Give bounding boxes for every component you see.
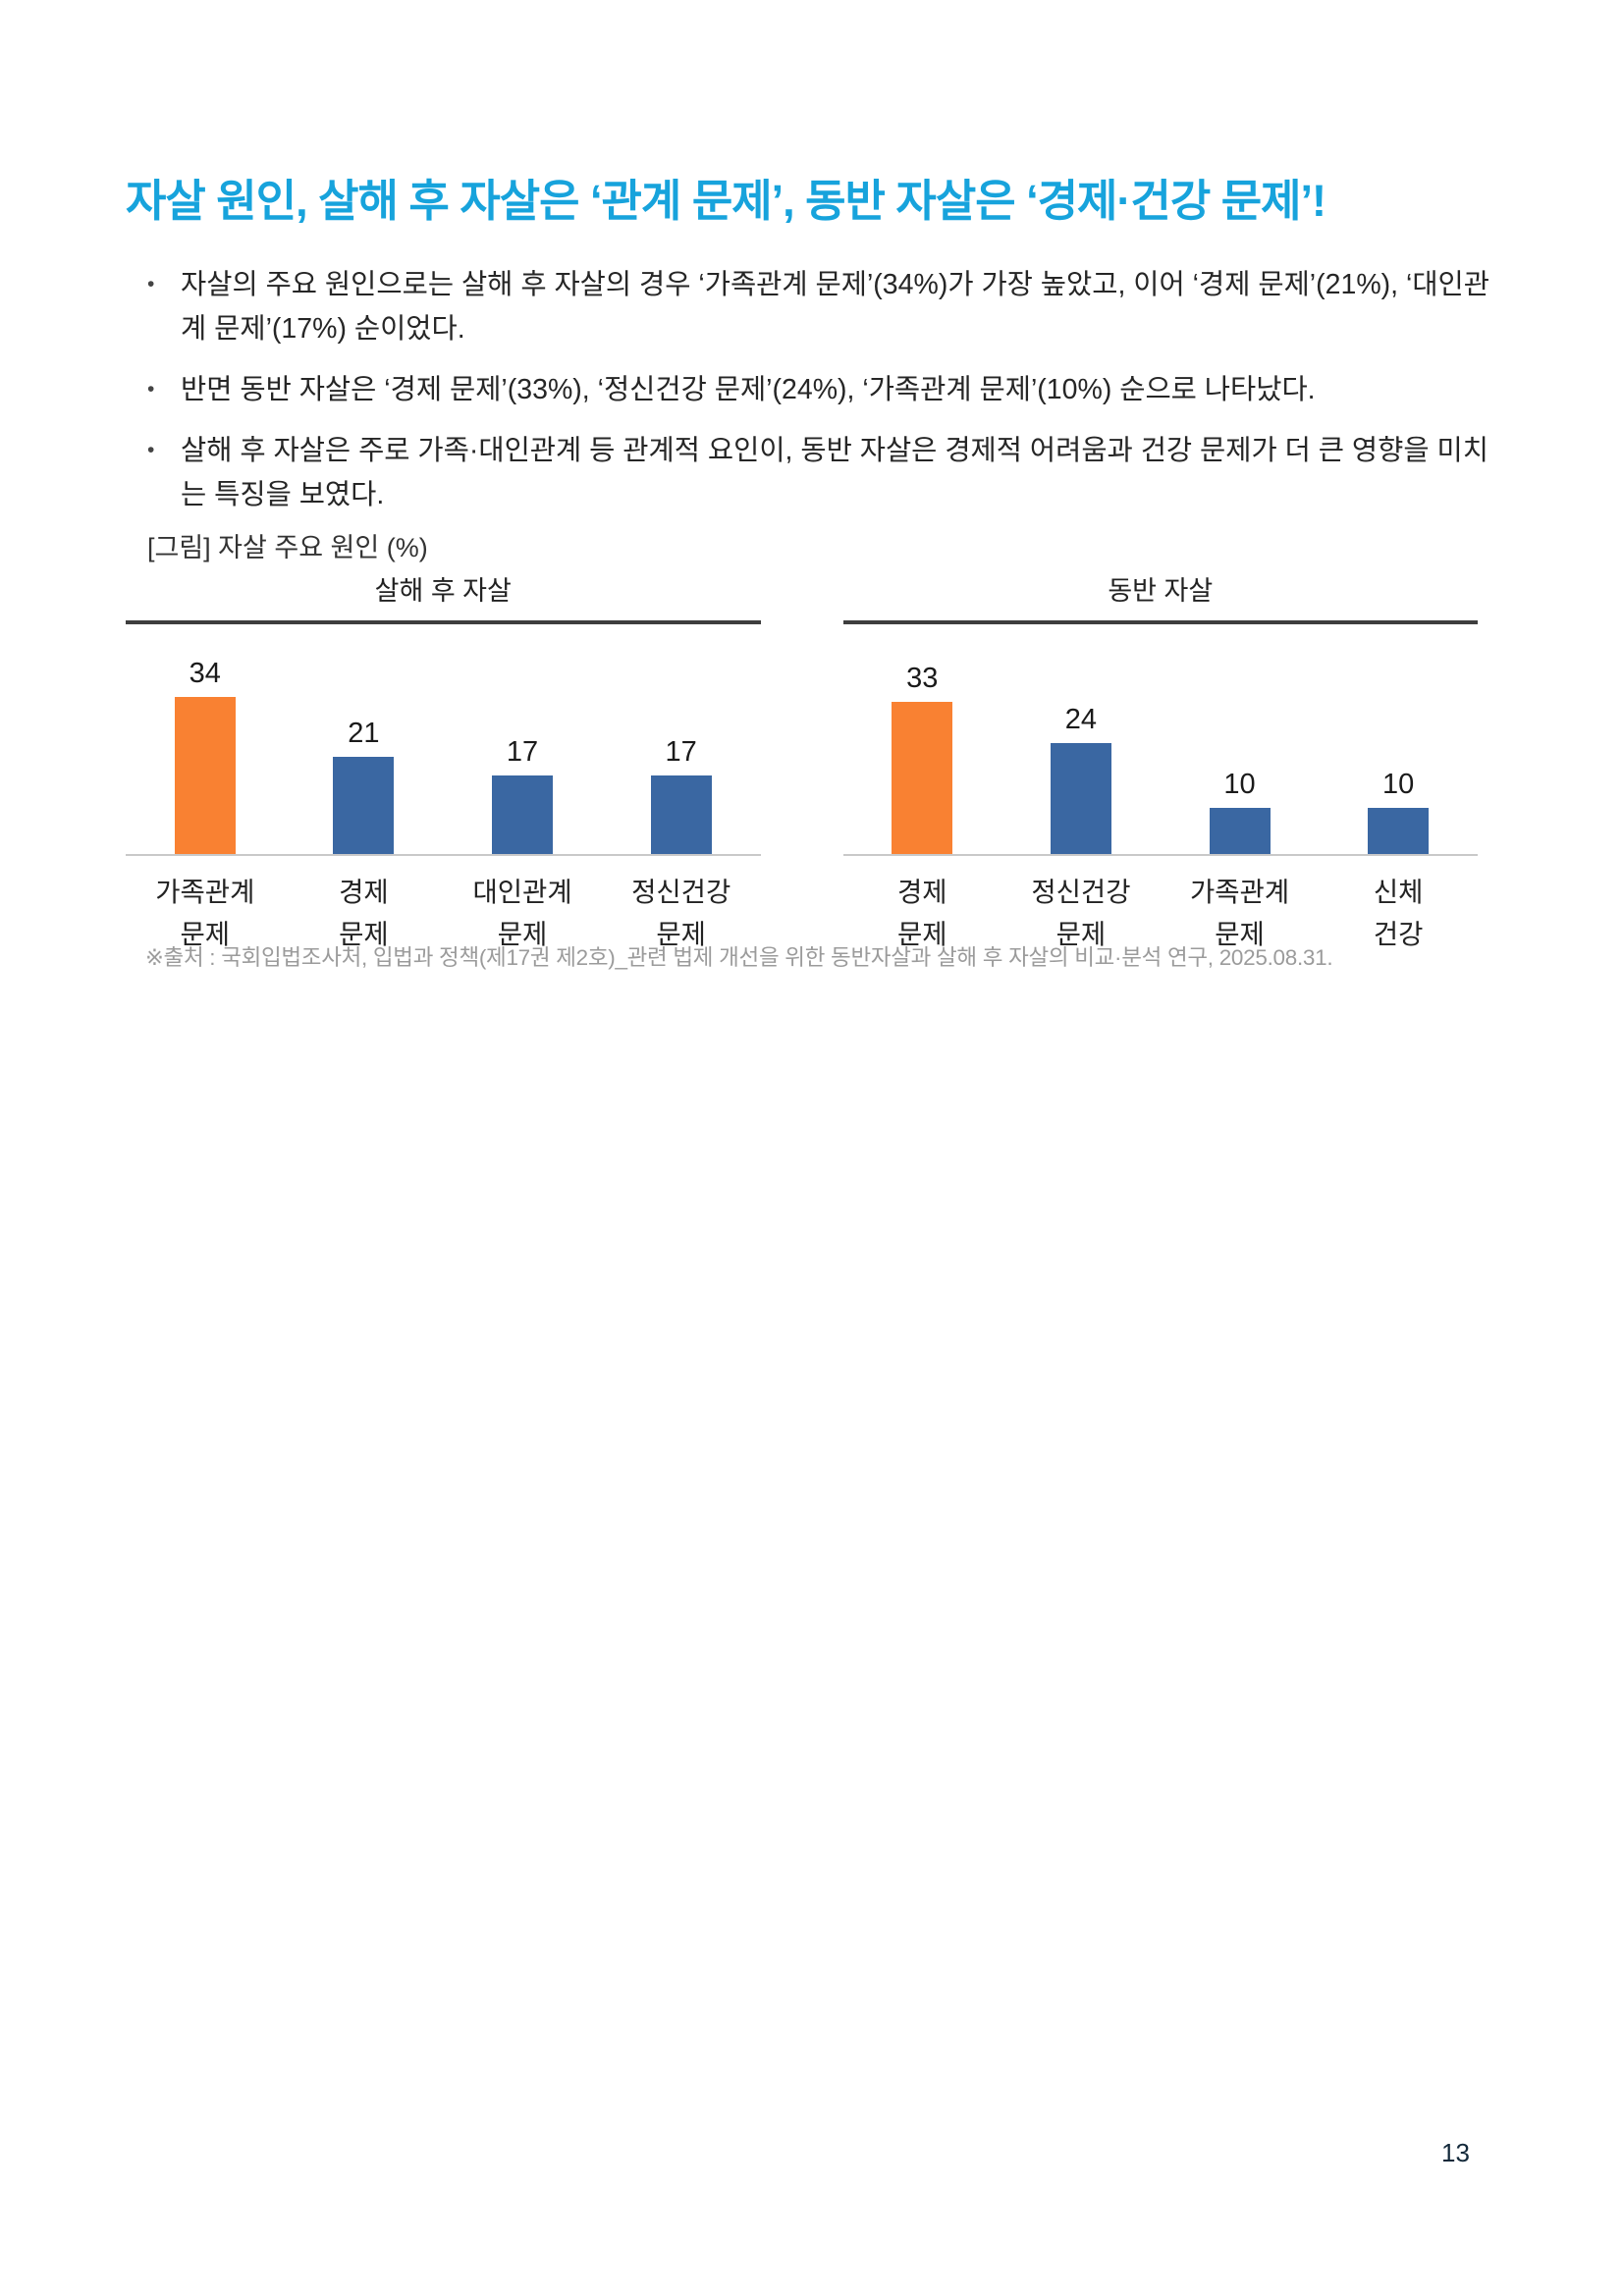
bar: [333, 757, 395, 854]
plot-area: 33 24 10 10: [842, 626, 1478, 856]
bullet-list: • 자살의 주요 원인으로는 살해 후 자살의 경우 ‘가족관계 문제’(34%…: [147, 263, 1514, 534]
category-label: 신체 건강: [1373, 877, 1424, 949]
bullet-item: • 반면 동반 자살은 ‘경제 문제’(33%), ‘정신건강 문제’(24%)…: [147, 368, 1514, 412]
bar: [650, 775, 712, 854]
category-label: 경제 문제: [339, 877, 389, 949]
bar: [1209, 808, 1271, 854]
category-label: 정신건강 문제: [631, 877, 731, 949]
page-title: 자살 원인, 살해 후 자살은 ‘관계 문제’, 동반 자살은 ‘경제·건강 문…: [126, 176, 1326, 226]
bar-group: 17: [602, 736, 761, 854]
category-label: 가족관계 문제: [155, 877, 255, 949]
chart-title: 동반 자살: [1108, 576, 1214, 606]
chart-title: 살해 후 자살: [374, 576, 512, 606]
bar: [1368, 808, 1430, 854]
bullet-icon: •: [147, 439, 155, 462]
category-axis: 경제 문제 정신건강 문제 가족관계 문제 신체 건강: [843, 872, 1479, 955]
bar: [492, 775, 554, 854]
bar: [892, 701, 953, 854]
chart-joint-suicide: 동반 자살 33 24 10 10 경제 문제 정신건강 문제 가족관계 문제 신체 건강: [842, 569, 1479, 955]
plot-area: 34 21 17 17: [126, 626, 761, 856]
category-label: 경제 문제: [897, 877, 947, 949]
bar-value-label: 10: [1223, 769, 1256, 800]
bar-group: 10: [1319, 769, 1478, 854]
chart-title-underline: [126, 620, 761, 624]
bullet-text: 자살의 주요 원인으로는 살해 후 자살의 경우 ‘가족관계 문제’(34%)가…: [181, 269, 1489, 346]
charts-row: 살해 후 자살 34 21 17 17 가족관계 문제 경제 문제 대인관계 문제 정신건강…: [126, 569, 1478, 955]
bar-value-label: 33: [906, 662, 939, 694]
bar-group: 17: [443, 736, 602, 854]
bar-group: 21: [285, 718, 444, 854]
bar-value-label: 34: [189, 658, 221, 690]
category-label: 정신건강 문제: [1031, 877, 1131, 949]
bar-value-label: 10: [1382, 769, 1415, 800]
bullet-text: 반면 동반 자살은 ‘경제 문제’(33%), ‘정신건강 문제’(24%), …: [181, 374, 1316, 406]
bullet-item: • 자살의 주요 원인으로는 살해 후 자살의 경우 ‘가족관계 문제’(34%…: [147, 263, 1514, 351]
category-axis: 가족관계 문제 경제 문제 대인관계 문제 정신건강 문제: [126, 872, 761, 955]
bar-value-label: 24: [1064, 704, 1098, 736]
bullet-icon: •: [147, 273, 155, 295]
category-label: 대인관계 문제: [472, 877, 572, 949]
bar-value-label: 17: [506, 736, 539, 769]
chart-murder-suicide: 살해 후 자살 34 21 17 17 가족관계 문제 경제 문제 대인관계 문제 정신건강…: [126, 569, 761, 955]
chart-title-underline: [842, 620, 1478, 624]
category-label: 가족관계 문제: [1189, 877, 1290, 949]
bar-value-label: 17: [665, 736, 697, 769]
bar-group: 34: [126, 658, 285, 854]
bar: [1050, 743, 1111, 854]
source-note: ※출처 : 국회입법조사처, 입법과 정책(제17권 제2호)_관련 법제 개선…: [145, 945, 1333, 970]
bullet-text: 살해 후 자살은 주로 가족·대인관계 등 관계적 요인이, 동반 자살은 경제…: [181, 435, 1488, 511]
bullet-item: • 살해 후 자살은 주로 가족·대인관계 등 관계적 요인이, 동반 자살은 …: [147, 429, 1514, 517]
bar-value-label: 21: [348, 718, 380, 750]
bar-group: 24: [1001, 704, 1161, 854]
bullet-icon: •: [147, 378, 155, 401]
figure-caption: [그림] 자살 주요 원인 (%): [147, 533, 428, 562]
bar: [174, 697, 236, 854]
bar-group: 33: [843, 663, 1002, 854]
bar-group: 10: [1161, 769, 1320, 854]
page-number: 13: [1441, 2138, 1470, 2167]
